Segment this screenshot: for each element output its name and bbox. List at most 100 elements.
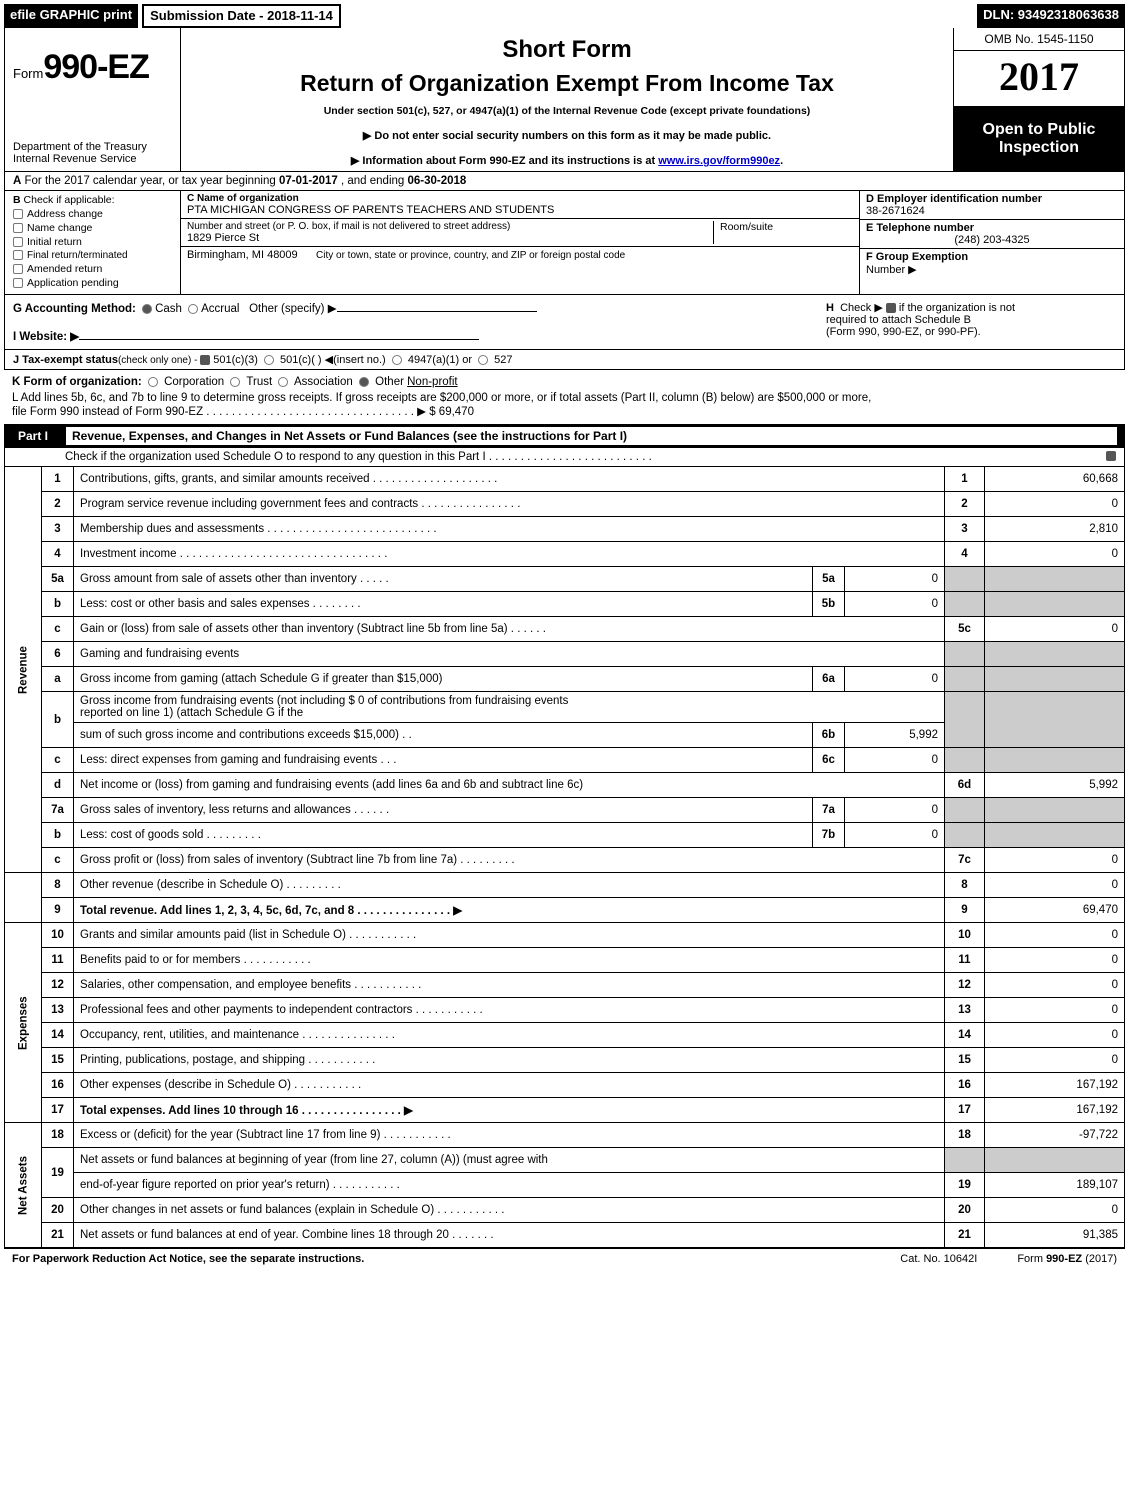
open-line2: Inspection — [958, 139, 1120, 157]
room-suite-label: Room/suite — [713, 221, 853, 244]
j-4947: 4947(a)(1) or — [408, 354, 472, 366]
form-word: Form — [13, 66, 43, 81]
grey-5a — [945, 567, 985, 592]
k-other-val: Non-profit — [407, 376, 458, 388]
dept-treasury: Department of the Treasury — [13, 141, 172, 153]
radio-501c[interactable] — [264, 355, 274, 365]
radio-accrual[interactable] — [188, 304, 198, 314]
grey-6b — [945, 692, 985, 748]
ln-3-desc: Membership dues and assessments . . . . … — [74, 517, 945, 542]
ln-11-val: 0 — [985, 948, 1125, 973]
j-label: J Tax-exempt status — [13, 354, 118, 366]
b-item-0: Address change — [27, 208, 103, 220]
ln-6a-sub: 6a — [813, 667, 845, 692]
ln-15: 15 — [42, 1048, 74, 1073]
ln-18: 18 — [42, 1123, 74, 1148]
ln-10-val: 0 — [985, 923, 1125, 948]
j-sm: (check only one) - — [118, 355, 200, 366]
irs: Internal Revenue Service — [13, 153, 172, 165]
open-to-public: Open to Public Inspection — [954, 107, 1124, 171]
ln-16-desc: Other expenses (describe in Schedule O) … — [74, 1073, 945, 1098]
check-name-change[interactable] — [13, 223, 23, 233]
ln-2: 2 — [42, 492, 74, 517]
g-other-input[interactable] — [337, 311, 537, 312]
website-input[interactable] — [79, 339, 479, 340]
ln-5a-desc: Gross amount from sale of assets other t… — [74, 567, 813, 592]
radio-corp[interactable] — [148, 377, 158, 387]
ln-1-desc: Contributions, gifts, grants, and simila… — [74, 467, 945, 492]
b-head: Check if applicable: — [24, 194, 115, 206]
grey-7a-v — [985, 798, 1125, 823]
submission-date: Submission Date - 2018-11-14 — [142, 4, 341, 28]
expenses-section-label: Expenses — [5, 923, 42, 1123]
grey-6c-v — [985, 748, 1125, 773]
l-text1: L Add lines 5b, 6c, and 7b to line 9 to … — [12, 392, 1117, 404]
efile-badge: efile GRAPHIC print — [4, 4, 138, 28]
d-label: D Employer identification number — [866, 193, 1118, 205]
ln-3-val: 2,810 — [985, 517, 1125, 542]
check-initial-return[interactable] — [13, 237, 23, 247]
k-assoc: Association — [294, 376, 353, 388]
b-item-3: Final return/terminated — [27, 250, 128, 261]
g-other: Other (specify) ▶ — [249, 303, 336, 315]
radio-assoc[interactable] — [278, 377, 288, 387]
ln-6c: c — [42, 748, 74, 773]
check-app-pending[interactable] — [13, 278, 23, 288]
ssn-warning: ▶ Do not enter social security numbers o… — [189, 129, 945, 142]
a-label: A — [13, 175, 21, 187]
ln-11-desc: Benefits paid to or for members . . . . … — [74, 948, 945, 973]
footer-left: For Paperwork Reduction Act Notice, see … — [12, 1253, 860, 1265]
check-address-change[interactable] — [13, 209, 23, 219]
radio-trust[interactable] — [230, 377, 240, 387]
ln-17-val: 167,192 — [985, 1098, 1125, 1123]
ln-2-desc: Program service revenue including govern… — [74, 492, 945, 517]
grey-5b — [945, 592, 985, 617]
check-amended[interactable] — [13, 264, 23, 274]
phone: (248) 203-4325 — [866, 234, 1118, 246]
radio-527[interactable] — [478, 355, 488, 365]
ln-21: 21 — [42, 1223, 74, 1248]
radio-other-org[interactable] — [359, 377, 369, 387]
ln-2-val: 0 — [985, 492, 1125, 517]
check-final-return[interactable] — [13, 250, 23, 260]
ln-4: 4 — [42, 542, 74, 567]
ln-8-num: 8 — [945, 873, 985, 898]
b-label: B — [13, 194, 21, 206]
radio-cash[interactable] — [142, 304, 152, 314]
ln-13-desc: Professional fees and other payments to … — [74, 998, 945, 1023]
check-501c3[interactable] — [200, 355, 210, 365]
omb-number: OMB No. 1545-1150 — [954, 28, 1124, 51]
ln-5c-num: 5c — [945, 617, 985, 642]
b-item-5: Application pending — [27, 277, 119, 289]
ln-20-desc: Other changes in net assets or fund bala… — [74, 1198, 945, 1223]
ln-10-desc: Grants and similar amounts paid (list in… — [74, 923, 945, 948]
ln-6d-desc: Net income or (loss) from gaming and fun… — [74, 773, 945, 798]
ln-6b: b — [42, 692, 74, 748]
ln-6a: a — [42, 667, 74, 692]
ln-4-desc: Investment income . . . . . . . . . . . … — [74, 542, 945, 567]
city-label: City or town, state or province, country… — [316, 250, 625, 261]
b-item-1: Name change — [27, 222, 92, 234]
radio-4947[interactable] — [392, 355, 402, 365]
ln-5a-sv: 0 — [845, 567, 945, 592]
ln-7c-num: 7c — [945, 848, 985, 873]
ln-21-num: 21 — [945, 1223, 985, 1248]
irs-link[interactable]: www.irs.gov/form990ez — [658, 155, 780, 167]
check-sched-o[interactable] — [1106, 451, 1116, 461]
ln-16: 16 — [42, 1073, 74, 1098]
check-no-sched-b[interactable] — [886, 303, 896, 313]
k-other: Other — [375, 376, 404, 388]
ln-17-desc: Total expenses. Add lines 10 through 16 … — [80, 1105, 413, 1117]
j-insert: ◀(insert no.) — [325, 354, 386, 366]
k-label: K Form of organization: — [12, 376, 142, 388]
j-501c: 501(c)( ) — [280, 354, 322, 366]
ln-19-desc: Net assets or fund balances at beginning… — [74, 1148, 945, 1173]
ln-10: 10 — [42, 923, 74, 948]
ln-6c-desc: Less: direct expenses from gaming and fu… — [74, 748, 813, 773]
rev-cont — [5, 873, 42, 923]
org-address: 1829 Pierce St — [187, 232, 713, 244]
ln-12-desc: Salaries, other compensation, and employ… — [74, 973, 945, 998]
org-city: Birmingham, MI 48009 — [187, 249, 298, 261]
ln-21-val: 91,385 — [985, 1223, 1125, 1248]
c-label: C Name of organization — [187, 193, 853, 204]
